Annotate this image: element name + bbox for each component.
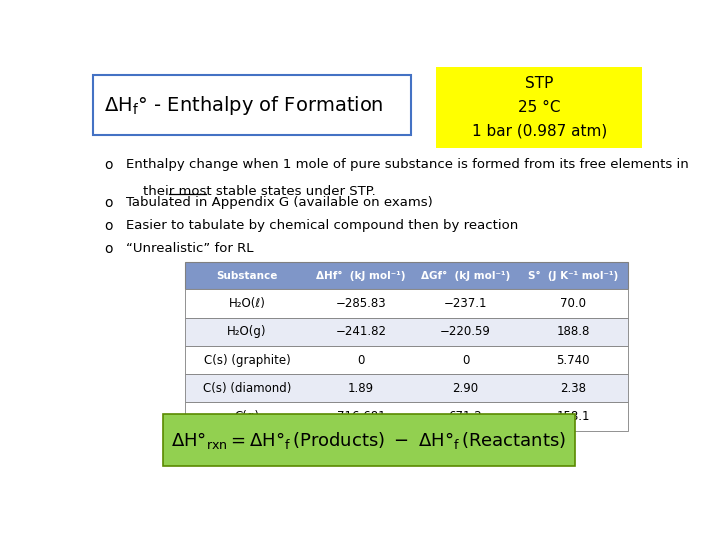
Text: 158.1: 158.1: [557, 410, 590, 423]
Text: STP
25 °C
1 bar (0.987 atm): STP 25 °C 1 bar (0.987 atm): [472, 77, 607, 138]
Text: Substance: Substance: [216, 271, 278, 281]
Text: 2.90: 2.90: [452, 382, 479, 395]
FancyBboxPatch shape: [185, 262, 629, 289]
Text: −220.59: −220.59: [440, 325, 491, 338]
Text: o: o: [104, 196, 112, 210]
Text: 671.2: 671.2: [449, 410, 482, 423]
Text: S°  (J K⁻¹ mol⁻¹): S° (J K⁻¹ mol⁻¹): [528, 271, 618, 281]
Text: C(g): C(g): [235, 410, 259, 423]
Text: ΔGf°  (kJ mol⁻¹): ΔGf° (kJ mol⁻¹): [420, 271, 510, 281]
Text: ΔHf°  (kJ mol⁻¹): ΔHf° (kJ mol⁻¹): [317, 271, 406, 281]
Text: Enthalpy change when 1 mole of pure substance is formed from its free elements i: Enthalpy change when 1 mole of pure subs…: [126, 158, 689, 171]
Text: 716.681: 716.681: [337, 410, 385, 423]
Text: o: o: [104, 158, 112, 172]
Text: Easier to tabulate by chemical compound then by reaction: Easier to tabulate by chemical compound …: [126, 219, 518, 232]
Text: H₂O(ℓ): H₂O(ℓ): [228, 297, 266, 310]
FancyBboxPatch shape: [185, 374, 629, 402]
Text: 188.8: 188.8: [557, 325, 590, 338]
FancyBboxPatch shape: [185, 318, 629, 346]
FancyBboxPatch shape: [185, 346, 629, 374]
Text: $\mathdefault{\Delta H_f°}$ - Enthalpy of Formation: $\mathdefault{\Delta H_f°}$ - Enthalpy o…: [104, 93, 384, 117]
Text: 2.38: 2.38: [560, 382, 586, 395]
Text: o: o: [104, 241, 112, 255]
Text: H₂O(g): H₂O(g): [228, 325, 266, 338]
FancyBboxPatch shape: [436, 67, 642, 148]
Text: their most stable states under STP.: their most stable states under STP.: [126, 185, 376, 198]
Text: −237.1: −237.1: [444, 297, 487, 310]
Text: −285.83: −285.83: [336, 297, 387, 310]
Text: 1.89: 1.89: [348, 382, 374, 395]
Text: “Unrealistic” for RL: “Unrealistic” for RL: [126, 241, 253, 254]
Text: 0: 0: [462, 354, 469, 367]
Text: Tabulated in Appendix G (available on exams): Tabulated in Appendix G (available on ex…: [126, 196, 433, 209]
Text: 5.740: 5.740: [557, 354, 590, 367]
FancyBboxPatch shape: [163, 414, 575, 466]
Text: −241.82: −241.82: [336, 325, 387, 338]
FancyBboxPatch shape: [185, 289, 629, 318]
FancyBboxPatch shape: [185, 402, 629, 431]
Text: o: o: [104, 219, 112, 233]
FancyBboxPatch shape: [93, 75, 411, 136]
Text: C(s) (graphite): C(s) (graphite): [204, 354, 290, 367]
Text: C(s) (diamond): C(s) (diamond): [203, 382, 291, 395]
Text: $\mathdefault{\Delta H°_{rxn} = \Delta H°_f\,(Products)\ -\ \Delta H°_f\,(Reacta: $\mathdefault{\Delta H°_{rxn} = \Delta H…: [171, 429, 567, 450]
Text: 70.0: 70.0: [560, 297, 586, 310]
Text: 0: 0: [358, 354, 365, 367]
